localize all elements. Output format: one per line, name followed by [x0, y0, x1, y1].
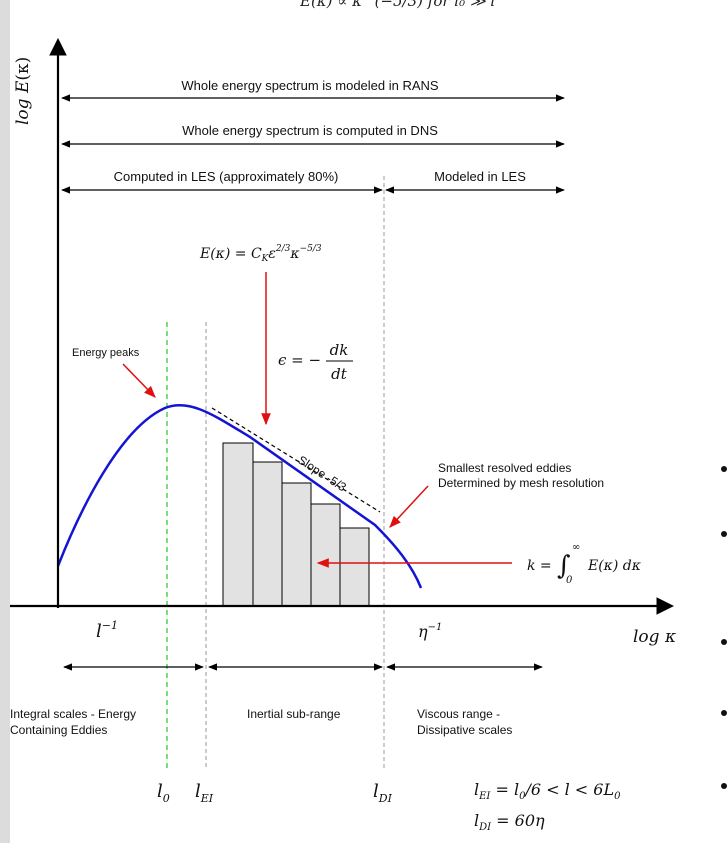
relation-lDI: lDI = 60η — [474, 811, 545, 833]
cropped-header-formula: E(κ) ∝ κ^(−5/3) for l₀ ≫ l — [300, 0, 496, 10]
viscous-line2: Dissipative scales — [417, 723, 512, 737]
energy-peaks-label: Energy peaks — [72, 347, 140, 359]
inertial-label: Inertial sub-range — [247, 707, 341, 721]
k-integral-upper: ∞ — [572, 542, 580, 553]
bar-2 — [252, 461, 283, 607]
page-margin-strip — [0, 0, 10, 843]
k-integral-sign: ∫ — [557, 551, 571, 581]
integral-scales-line1: Integral scales - Energy — [10, 707, 136, 721]
y-axis-label: log E(κ) — [13, 57, 33, 125]
integral-scales-line2: Containing Eddies — [10, 723, 107, 737]
epsilon-formula-lhs: ϵ = − — [278, 351, 321, 369]
bar-4 — [310, 503, 341, 607]
x-axis-label: log κ — [633, 627, 676, 647]
eta-inverse-label: η−1 — [418, 622, 442, 641]
epsilon-formula-denominator: dt — [331, 365, 348, 383]
k-integral-integrand: E(κ) dκ — [587, 558, 641, 574]
smallest-eddies-arrow — [389, 485, 429, 528]
smallest-eddies-line1: Smallest resolved eddies — [438, 461, 571, 475]
epsilon-formula-numerator: dk — [330, 341, 349, 359]
l-inverse-label: l−1 — [96, 619, 118, 642]
resolved-bars — [222, 442, 370, 607]
energy-spectrum-curve — [56, 403, 423, 589]
les-computed-label: Computed in LES (approximately 80%) — [114, 169, 339, 184]
viscous-line1: Viscous range - — [417, 707, 500, 721]
bullet-dot — [721, 639, 727, 645]
slope-line — [211, 407, 381, 513]
bar-1 — [222, 442, 254, 607]
lDI-label: lDI — [373, 781, 393, 805]
bullet-dot — [721, 783, 727, 789]
bullet-dot — [721, 710, 727, 716]
l0-label: l0 — [157, 781, 170, 805]
k-integral-formula: k = — [527, 558, 552, 574]
relation-lEI: lEI = l0/6 < l < 6L0 — [474, 780, 621, 802]
k-integral-lower: 0 — [566, 575, 573, 586]
bar-5 — [339, 527, 370, 607]
bullet-dot — [721, 466, 727, 472]
dns-range-label: Whole energy spectrum is computed in DNS — [182, 123, 438, 138]
rans-range-label: Whole energy spectrum is modeled in RANS — [181, 78, 439, 93]
bullet-dot — [721, 531, 727, 537]
les-modeled-label: Modeled in LES — [434, 169, 526, 184]
smallest-eddies-line2: Determined by mesh resolution — [438, 476, 604, 490]
bar-3 — [281, 482, 312, 607]
lEI-label: lEI — [195, 781, 214, 805]
cropped-bullets — [721, 466, 727, 789]
spectrum-formula: E(κ) = CKε2/3κ−5/3 — [199, 244, 322, 264]
energy-peaks-arrow — [122, 363, 156, 398]
